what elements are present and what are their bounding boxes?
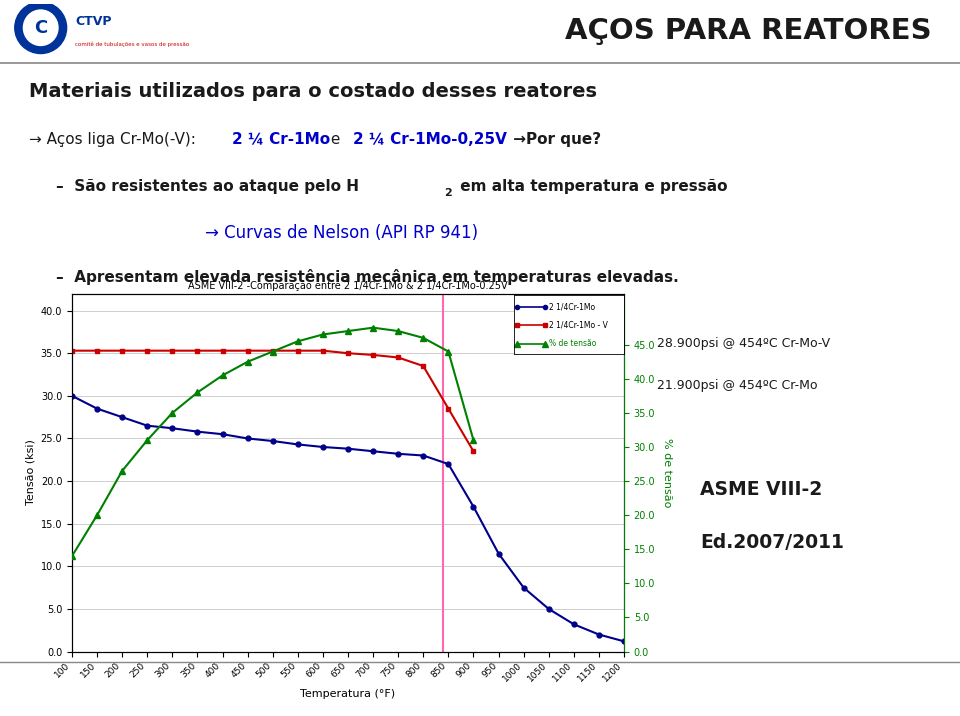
Text: –  Apresentam elevada resistência mecânica em temperaturas elevadas.: – Apresentam elevada resistência mecânic… bbox=[57, 269, 679, 285]
Text: 2 1/4Cr-1Mo - V: 2 1/4Cr-1Mo - V bbox=[549, 320, 608, 329]
Ellipse shape bbox=[23, 10, 58, 46]
Text: Materiais utilizados para o costado desses reatores: Materiais utilizados para o costado dess… bbox=[29, 82, 596, 102]
Text: e: e bbox=[326, 132, 346, 147]
Text: →Por que?: →Por que? bbox=[508, 132, 601, 147]
Text: 21.900psi @ 454ºC Cr-Mo: 21.900psi @ 454ºC Cr-Mo bbox=[657, 379, 817, 392]
Text: AÇOS PARA REATORES: AÇOS PARA REATORES bbox=[564, 16, 931, 44]
Text: → Curvas de Nelson (API RP 941): → Curvas de Nelson (API RP 941) bbox=[205, 224, 479, 242]
Y-axis label: Tensão (ksi): Tensão (ksi) bbox=[25, 440, 36, 505]
Text: 2 ¼ Cr-1Mo: 2 ¼ Cr-1Mo bbox=[231, 132, 329, 147]
Ellipse shape bbox=[14, 2, 66, 54]
Text: CTVP: CTVP bbox=[75, 15, 111, 28]
Y-axis label: % de tensão: % de tensão bbox=[662, 438, 672, 507]
Text: 2: 2 bbox=[444, 188, 451, 198]
Text: em alta temperatura e pressão: em alta temperatura e pressão bbox=[455, 179, 728, 194]
Text: C: C bbox=[34, 19, 47, 37]
Title: ASME VIII-2 -Comparação entre 2 1/4Cr-1Mo & 2 1/4Cr-1Mo-0.25V: ASME VIII-2 -Comparação entre 2 1/4Cr-1M… bbox=[188, 281, 508, 291]
Text: comitê de tubulações e vasos de pressão: comitê de tubulações e vasos de pressão bbox=[75, 41, 189, 47]
Text: Ed.2007/2011: Ed.2007/2011 bbox=[700, 533, 844, 553]
Text: 2 ¼ Cr-1Mo-0,25V: 2 ¼ Cr-1Mo-0,25V bbox=[352, 132, 507, 147]
Text: ASME VIII-2: ASME VIII-2 bbox=[700, 480, 822, 499]
Text: 2 1/4Cr-1Mo: 2 1/4Cr-1Mo bbox=[549, 302, 595, 311]
Text: % de tensão: % de tensão bbox=[549, 339, 596, 348]
Text: → Aços liga Cr-Mo(-V):: → Aços liga Cr-Mo(-V): bbox=[29, 132, 205, 147]
Text: –  São resistentes ao ataque pelo H: – São resistentes ao ataque pelo H bbox=[57, 179, 359, 194]
X-axis label: Temperatura (°F): Temperatura (°F) bbox=[300, 690, 396, 700]
Text: 28.900psi @ 454ºC Cr-Mo-V: 28.900psi @ 454ºC Cr-Mo-V bbox=[657, 337, 829, 349]
